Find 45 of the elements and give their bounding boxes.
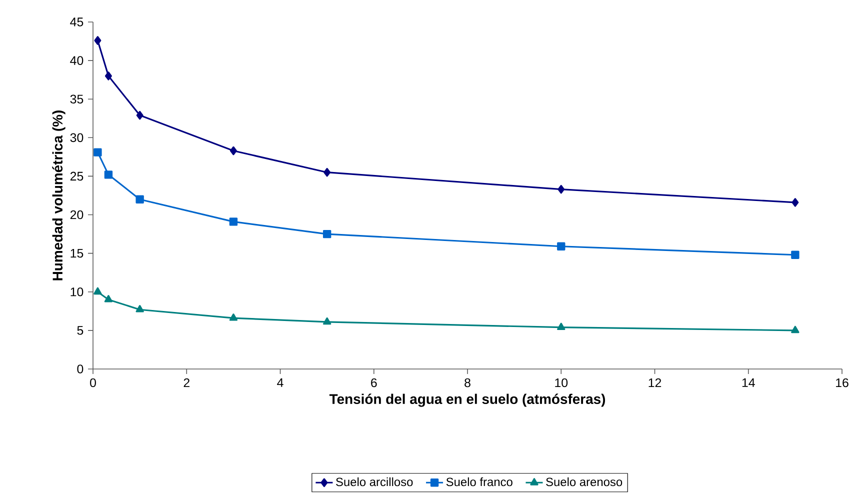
y-tick-label: 20 (70, 210, 84, 220)
y-tick-label: 5 (77, 326, 84, 335)
x-axis-title: Tensión del agua en el suelo (atmósferas) (329, 394, 606, 407)
point (94, 287, 102, 295)
x-tick-label: 6 (371, 378, 377, 388)
point (229, 313, 238, 321)
x-tick-label: 16 (836, 378, 848, 388)
point (792, 198, 799, 207)
y-tick-label: 35 (70, 94, 84, 104)
point (322, 317, 332, 325)
point (230, 146, 237, 156)
y-tick-label: 0 (77, 364, 84, 374)
point (136, 110, 144, 120)
legend-label: Suelo franco (446, 477, 512, 486)
point (94, 36, 102, 45)
x-tick-label: 12 (648, 378, 662, 388)
legend-label: Suelo arenoso (546, 477, 622, 486)
point (557, 322, 566, 330)
point (558, 184, 565, 194)
point (136, 195, 144, 204)
y-tick-label: 15 (70, 248, 84, 258)
point (104, 294, 113, 302)
x-tick-label: 10 (555, 378, 568, 388)
y-axis-title: Humedad volumétrica (%) (52, 110, 66, 280)
point (324, 168, 331, 177)
y-tick-label: 10 (70, 287, 84, 296)
y-tick-label: 45 (70, 18, 84, 26)
point (229, 218, 238, 226)
point (557, 242, 566, 250)
point (791, 250, 800, 259)
point (94, 148, 102, 156)
x-tick-label: 2 (184, 378, 190, 388)
x-tick-label: 0 (90, 378, 96, 388)
y-tick-label: 40 (70, 56, 84, 65)
y-tick-label: 30 (70, 133, 84, 142)
y-tick-label: 25 (70, 172, 84, 181)
point (791, 326, 800, 334)
legend-label: Suelo arcilloso (336, 477, 413, 486)
point (322, 230, 332, 238)
x-tick-label: 14 (742, 378, 755, 387)
point (104, 72, 112, 80)
x-tick-label: 4 (277, 378, 284, 387)
x-tick-label: 8 (464, 378, 470, 388)
point (136, 305, 144, 312)
point (104, 170, 113, 179)
